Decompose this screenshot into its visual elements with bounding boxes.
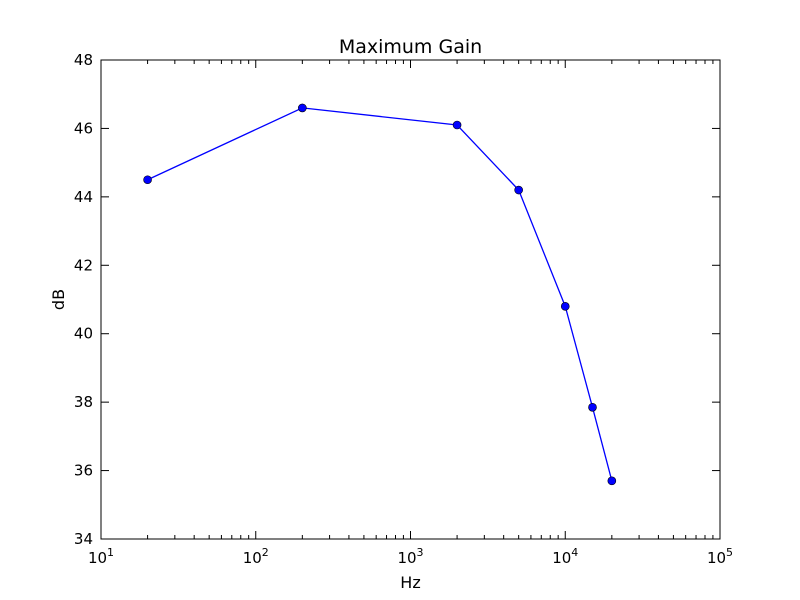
- series-line: [147, 107, 613, 482]
- y-tick-label: 42: [74, 256, 93, 274]
- x-tick-label: 102: [243, 546, 269, 567]
- y-tick-label: 36: [74, 462, 93, 480]
- data-point: [588, 402, 597, 412]
- data-point: [514, 185, 523, 195]
- plot-frame: [100, 59, 721, 540]
- y-tick-label: 46: [74, 119, 93, 137]
- data-point: [298, 103, 307, 113]
- y-tick-label: 38: [74, 393, 93, 411]
- data-point: [452, 120, 462, 130]
- data-point: [560, 302, 570, 311]
- x-tick-label: 104: [552, 546, 578, 567]
- chart-title: Maximum Gain: [339, 36, 482, 58]
- y-tick-label: 48: [74, 51, 93, 69]
- x-tick-label: 101: [88, 546, 114, 567]
- y-tick-label: 40: [74, 325, 93, 343]
- y-axis-title: dB: [49, 289, 68, 310]
- x-tick-label: 103: [397, 546, 423, 567]
- x-axis-title: Hz: [400, 573, 420, 592]
- data-point: [143, 175, 152, 185]
- y-tick-label: 34: [74, 530, 93, 548]
- x-tick-label: 105: [707, 546, 733, 567]
- plot-area: 34 36 38 40 42 44 46 48 101 102 103 104 105: [74, 51, 733, 567]
- data-point: [607, 476, 617, 486]
- y-tick-label: 44: [74, 188, 93, 206]
